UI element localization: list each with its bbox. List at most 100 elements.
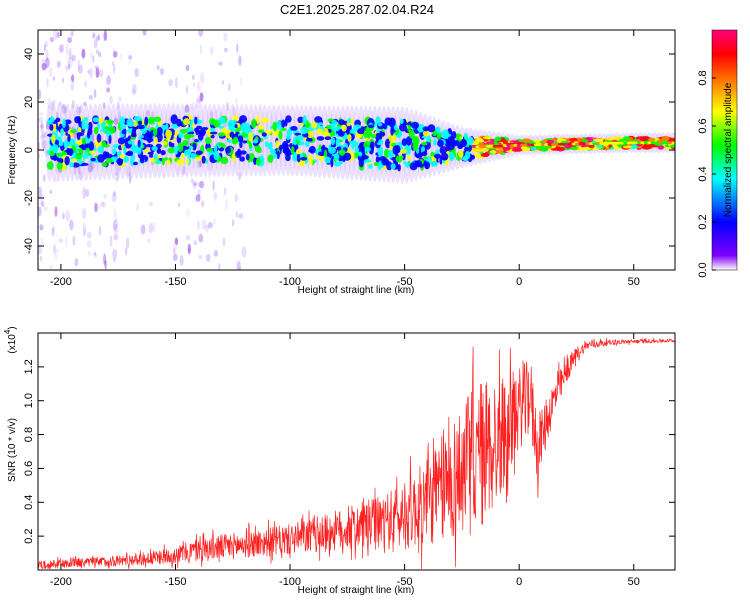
spectrogram-cell (213, 150, 220, 161)
spectrogram-cell (189, 146, 194, 150)
spectrogram-cell (65, 235, 68, 248)
spectrogram-cell (173, 146, 180, 151)
spectrogram-cell (409, 162, 418, 171)
spectrogram-cell (212, 180, 215, 192)
snr-x-axis-label: Height of straight line (km) (298, 585, 415, 596)
spectrogram-cell (395, 155, 403, 163)
spectrogram-cell (364, 146, 372, 152)
spectrogram-cell (218, 61, 223, 66)
spectrogram-cell (422, 130, 430, 137)
spectrogram-cell (403, 161, 407, 165)
spectrogram-cell (237, 148, 241, 156)
spectrogram-cell (231, 152, 236, 163)
spectrogram-cell (101, 161, 108, 167)
spectrogram-cell (459, 143, 462, 149)
spectrogram-cell (400, 148, 407, 154)
spectrogram-cell (390, 126, 394, 136)
spectrogram-cell (458, 150, 464, 158)
spectrogram-cell (40, 122, 44, 134)
spectrogram-cell (89, 52, 93, 60)
spectrogram-cell (74, 258, 79, 267)
spectrogram-cell (62, 118, 66, 128)
snr-y-tick-label: 0.8 (23, 427, 35, 442)
spectrogram-cell (166, 159, 171, 166)
spectrogram-cell (174, 237, 179, 246)
spectrogram-cell (142, 30, 147, 36)
spectrogram-cell (96, 133, 102, 143)
spectrogram-cell (442, 129, 449, 138)
spectrogram-cell (109, 235, 113, 247)
spectrogram-cell (67, 63, 71, 70)
spectrogram-cell (179, 128, 188, 134)
spectrogram-cell (71, 54, 76, 62)
snr-y-tick-label: 0.2 (23, 528, 35, 543)
spectrogram-cell (423, 156, 428, 160)
spectrogram-cell (49, 189, 53, 194)
spectrogram-cell (439, 146, 448, 155)
spectrogram-cell (165, 129, 172, 139)
spectrogram-cell (205, 224, 209, 233)
spectrogram-cell (191, 178, 194, 184)
spectrogram-cell (199, 130, 206, 135)
spectrogram-cell (430, 160, 439, 167)
spectrogram-cell (198, 30, 204, 37)
spectrogram-x-axis-label: Height of straight line (km) (298, 285, 415, 296)
spectrogram-cell (238, 56, 242, 66)
snr-y-multiplier: (x104) (3, 326, 18, 353)
spectrogram-cell (88, 95, 94, 100)
spectrogram-cell (256, 125, 265, 130)
spectrogram-cell (196, 81, 201, 92)
spectrogram-cell (187, 248, 191, 254)
spectrogram-cell (434, 153, 442, 159)
spectrogram-cell (60, 128, 64, 137)
spectrogram-cell (93, 38, 98, 49)
spectrogram-cell (78, 126, 82, 133)
spectrogram-cell (436, 126, 441, 135)
spectrogram-cell (119, 53, 123, 62)
spectrogram-cell (53, 30, 59, 40)
spectrogram-cell (137, 139, 141, 148)
snr-panel: -200 -150 -100 -50 0 50 0.2 0.4 0.6 0.8 1.0 1.2 He… (3, 326, 676, 596)
spectrogram-cell (177, 142, 184, 153)
spectrogram-cell (98, 225, 102, 236)
spectrogram-cell (377, 161, 382, 171)
spectrogram-cell (156, 65, 160, 71)
spectrogram-cell (45, 148, 48, 157)
spectrogram-cell (476, 148, 484, 152)
spectrogram-cell (201, 219, 207, 230)
spectrogram-cell (324, 156, 331, 164)
spectrogram-cell (153, 153, 158, 160)
spectrogram-cell (375, 156, 380, 163)
snr-x-tick-label: -150 (164, 576, 186, 588)
spectrogram-cell (588, 144, 595, 149)
spectrogram-cell (213, 144, 218, 153)
spectrogram-cell (87, 69, 91, 74)
spectrogram-cell (236, 43, 239, 53)
spectrogram-cell (357, 128, 365, 135)
spectrogram-cell (373, 161, 379, 167)
spectrogram-cell (97, 154, 105, 163)
spectrogram-cell (52, 144, 59, 154)
spectrogram-cell (41, 139, 47, 150)
spectrogram-cell (390, 163, 396, 170)
spectrogram-cell (300, 156, 308, 161)
spectrogram-cell (67, 37, 72, 43)
spectrogram-cell (412, 137, 420, 146)
spectrogram-cell (182, 166, 186, 175)
colorbar-tick-label: 0.6 (697, 118, 709, 133)
spectrogram-cell (90, 134, 95, 141)
spectrogram-cell (218, 143, 223, 146)
spectrogram-cell (39, 224, 44, 231)
spectrogram-cell (199, 44, 203, 55)
spectrogram-cell (102, 102, 106, 109)
spectrogram-cell (183, 118, 190, 126)
spectrogram-cell (83, 116, 89, 122)
spectrogram-cell (93, 33, 96, 39)
spectrogram-cell (146, 238, 151, 244)
spectrogram-cell (622, 136, 631, 142)
snr-series-line (38, 337, 675, 570)
spectrogram-cell (272, 131, 280, 137)
spectrogram-cell (132, 83, 137, 95)
spectrogram-cell (275, 140, 280, 148)
spectrogram-cell (173, 248, 176, 254)
